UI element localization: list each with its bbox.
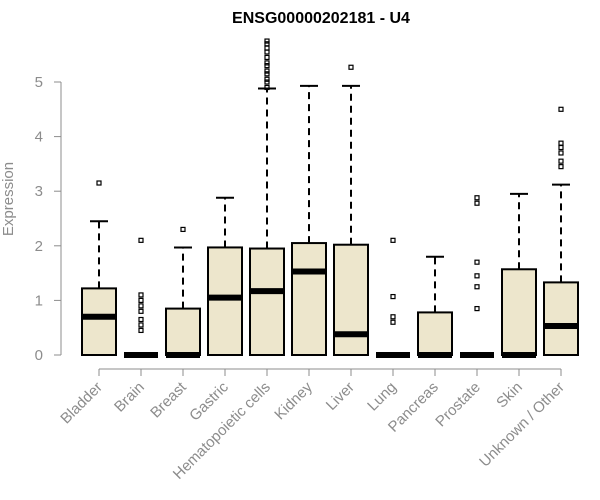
outlier-point	[264, 63, 270, 69]
outlier-point	[390, 237, 396, 243]
outlier-point	[138, 292, 144, 298]
outlier-point	[474, 259, 480, 265]
outlier-point	[348, 64, 354, 70]
outlier-point	[96, 180, 102, 186]
box-series	[81, 38, 579, 358]
outlier-point	[264, 79, 270, 85]
outlier-point	[138, 316, 144, 323]
y-tick-label: 5	[35, 74, 43, 91]
x-tick-label: Skin	[493, 379, 526, 412]
box-rect	[333, 243, 369, 356]
outlier-point	[138, 237, 144, 243]
outlier-point	[264, 76, 270, 82]
outlier-point	[474, 200, 480, 206]
x-tick-label: Kidney	[271, 378, 316, 423]
y-axis-label: Expression	[0, 162, 17, 236]
outlier-point	[474, 195, 480, 201]
outlier-point	[138, 303, 144, 309]
x-tick-label: Liver	[323, 379, 358, 414]
box-7	[333, 64, 369, 356]
box-12	[543, 106, 579, 356]
box-3	[165, 226, 201, 358]
box-rect	[417, 311, 453, 356]
outlier-point	[264, 41, 270, 47]
box-rect	[81, 287, 117, 356]
outlier-point	[474, 305, 480, 312]
outlier-point	[180, 226, 186, 233]
box-2	[124, 237, 158, 358]
x-tick-label: Brain	[111, 379, 148, 416]
outlier-point	[558, 140, 564, 146]
box-11	[501, 192, 537, 358]
outlier-point	[264, 38, 270, 44]
box-rect	[165, 307, 201, 356]
box-6	[291, 84, 327, 357]
outlier-point	[558, 150, 564, 156]
box-5	[249, 38, 285, 356]
y-tick-label: 2	[35, 238, 43, 255]
y-tick-label: 3	[35, 183, 43, 200]
x-tick-label: Breast	[147, 378, 190, 421]
box-1	[81, 180, 117, 356]
outlier-point	[390, 314, 396, 320]
y-tick-label: 0	[35, 347, 43, 364]
x-tick-label: Prostate	[432, 379, 484, 431]
box-rect	[543, 281, 579, 356]
outlier-point	[138, 308, 144, 314]
chart-title: ENSG00000202181 - U4	[232, 10, 410, 27]
x-tick-label: Bladder	[57, 379, 106, 428]
box-rect	[291, 242, 327, 357]
box-rect	[501, 268, 537, 357]
y-axis: 0 1 2 3 4 5	[35, 74, 62, 364]
box-rect	[207, 246, 243, 356]
outlier-point	[474, 273, 480, 279]
outlier-point	[264, 54, 270, 61]
outlier-point	[264, 71, 270, 77]
box-9	[417, 255, 453, 358]
outlier-point	[474, 284, 480, 290]
outlier-point	[264, 84, 270, 91]
box-4	[207, 196, 243, 356]
outlier-point	[558, 164, 564, 170]
outlier-point	[558, 106, 564, 112]
outlier-point	[138, 297, 144, 303]
outlier-point	[138, 322, 144, 328]
outlier-point	[558, 158, 564, 164]
outlier-point	[264, 45, 270, 51]
x-tick-label: Lung	[364, 379, 400, 415]
outlier-point	[390, 293, 396, 300]
box-8	[376, 237, 410, 358]
y-tick-label: 1	[35, 292, 43, 309]
outlier-point	[264, 60, 270, 66]
outlier-point	[264, 68, 270, 74]
outlier-point	[138, 327, 144, 334]
outlier-point	[390, 319, 396, 325]
box-10	[460, 195, 494, 358]
box-rect	[249, 247, 285, 356]
outlier-point	[558, 144, 564, 151]
y-tick-label: 4	[35, 129, 43, 146]
